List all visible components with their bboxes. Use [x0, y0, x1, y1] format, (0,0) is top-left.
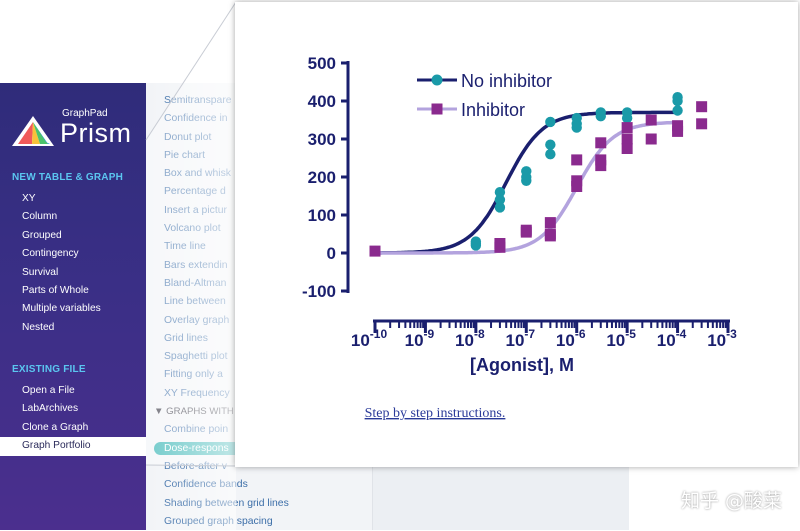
x-tick-label: 10-3 [707, 327, 737, 350]
x-tick-label: 10-7 [505, 327, 535, 350]
nav-item-clone-graph[interactable]: Clone a Graph [22, 421, 89, 433]
data-point-circle [621, 112, 633, 124]
watermark: 知乎 @酸菜 [680, 490, 782, 512]
data-point-square [645, 114, 657, 126]
data-point-circle [672, 105, 683, 116]
y-tick-label: 300 [308, 130, 336, 149]
y-tick-label: 100 [308, 206, 336, 225]
data-point-circle [494, 194, 506, 205]
nav-item-nested[interactable]: Nested [22, 321, 55, 333]
logo-big-text: Prism [60, 118, 132, 148]
x-tick-label: 10-9 [405, 327, 435, 350]
data-point-circle [595, 111, 606, 122]
data-point-square [571, 154, 583, 166]
nav-item-open-file[interactable]: Open a File [22, 385, 75, 396]
data-point-circle [545, 149, 556, 160]
legend: No inhibitor Inhibitor [417, 71, 552, 120]
data-point-square [696, 118, 708, 130]
data-point-square [595, 154, 607, 166]
y-tick-label: 0 [327, 244, 336, 263]
data-point-circle [494, 202, 506, 213]
x-tick-label: 10-5 [606, 327, 636, 350]
data-point-square [672, 125, 684, 137]
sidebar: GraphPad Prism NEW TABLE & GRAPH XY Colu… [0, 83, 146, 530]
nav-item-contingency[interactable]: Contingency [22, 248, 79, 260]
section-new-table-graph: NEW TABLE & GRAPH [12, 172, 123, 183]
data-point-square [571, 175, 583, 187]
legend-marker-inhibitor [431, 103, 443, 115]
data-point-square [696, 101, 708, 113]
data-point-square [369, 245, 381, 257]
legend-marker-no-inhibitor [431, 74, 443, 86]
x-axis-label: [Agonist], M [470, 355, 574, 375]
x-ticks: 10-10 10-9 10-8 10-7 10-6 10-5 10-4 10-3 [351, 321, 737, 350]
legend-label-inhibitor: Inhibitor [461, 100, 525, 120]
data-point-circle [571, 122, 582, 133]
data-point-square [621, 122, 633, 134]
existing-file-nav: Open a File LabArchives Clone a Graph Gr… [0, 382, 146, 456]
section-existing-file: EXISTING FILE [12, 364, 86, 375]
logo-small-text: GraphPad [62, 108, 108, 119]
data-point-square [645, 133, 657, 145]
data-point-circle [672, 95, 683, 107]
data-point-square [672, 120, 684, 132]
zoom-panel: -100 0 100 200 300 400 500 10-10 10-9 10-8 10-7 10… [235, 2, 798, 467]
data-point-square [520, 226, 532, 238]
data-point-square [621, 133, 633, 145]
data-point-square [621, 143, 633, 154]
new-table-nav: XY Column Grouped Contingency Survival P… [0, 190, 146, 337]
step-by-step-link[interactable]: Step by step instructions. [365, 406, 506, 421]
nav-item-xy[interactable]: XY [22, 193, 36, 204]
app-logo: GraphPad Prism [10, 108, 140, 148]
data-point-square [571, 181, 583, 192]
y-ticks: -100 0 100 200 300 400 500 [302, 54, 348, 301]
nav-item-parts-of-whole[interactable]: Parts of Whole [22, 284, 89, 296]
nav-item-survival[interactable]: Survival [22, 266, 59, 278]
data-point-square [494, 241, 506, 253]
data-point-square [544, 217, 556, 229]
x-tick-label: 10-4 [657, 327, 687, 350]
data-point-circle [545, 116, 556, 128]
data-point-square [544, 230, 556, 242]
prism-logo-icon [12, 116, 54, 146]
x-tick-label: 10-8 [455, 327, 485, 350]
nav-item-graph-portfolio[interactable]: Graph Portfolio [0, 437, 146, 456]
nav-item-grouped[interactable]: Grouped [22, 229, 62, 241]
nav-item-labarchives[interactable]: LabArchives [22, 403, 79, 415]
data-point-circle [545, 139, 556, 150]
data-point-circle [521, 175, 532, 186]
y-tick-label: 500 [308, 54, 336, 73]
y-tick-label: 400 [308, 92, 336, 111]
x-tick-label: 10-10 [351, 327, 388, 350]
data-points [369, 92, 708, 257]
x-tick-label: 10-6 [556, 327, 586, 350]
data-point-circle [470, 236, 482, 247]
data-point-square [595, 137, 607, 149]
y-tick-label: -100 [302, 282, 336, 301]
nav-item-multiple-variables[interactable]: Multiple variables [22, 303, 101, 315]
legend-label-no-inhibitor: No inhibitor [461, 71, 552, 91]
nav-item-column[interactable]: Column [22, 211, 58, 223]
data-point-circle [494, 187, 506, 198]
data-point-square [595, 160, 607, 172]
y-tick-label: 200 [308, 168, 336, 187]
